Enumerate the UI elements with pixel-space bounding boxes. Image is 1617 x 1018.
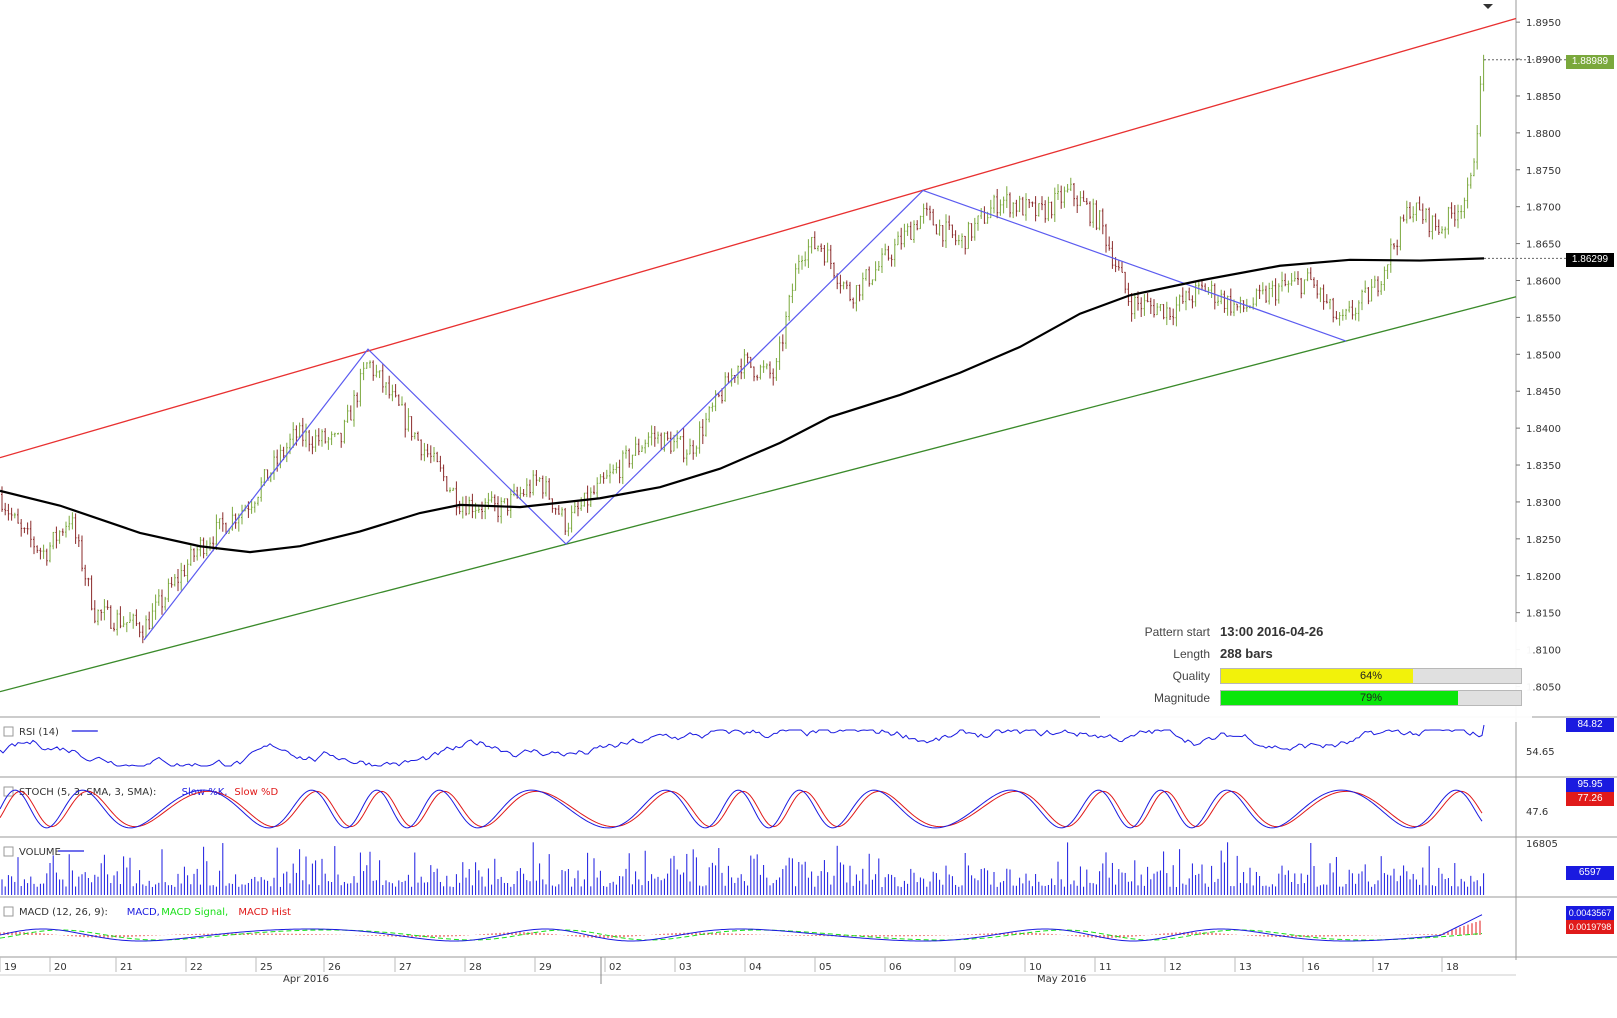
x-tick-label: 26 (328, 962, 341, 973)
stoch-k-tag: 95.95 (1566, 778, 1614, 792)
stoch-label: Slow %K, (182, 787, 228, 798)
y-tick-label: 1.8500 (1526, 350, 1561, 361)
chevron-down-icon (1483, 4, 1493, 9)
y-tick-label: 1.8850 (1526, 92, 1561, 103)
y-tick-label: 1.8350 (1526, 461, 1561, 472)
pattern-length-value: 288 bars (1220, 646, 1273, 661)
moving-average-line (0, 257, 1485, 554)
x-tick-label: 27 (399, 962, 412, 973)
volume-tick-label: 16805 (1526, 839, 1558, 850)
x-tick-label: 02 (609, 962, 622, 973)
rsi-line (0, 724, 1485, 767)
x-tick-label: 05 (819, 962, 832, 973)
support-line (0, 296, 1517, 693)
y-tick-label: 1.8100 (1526, 646, 1561, 657)
macd-label: MACD Signal, (161, 907, 228, 918)
x-tick-label: 10 (1029, 962, 1042, 973)
y-tick-label: 1.8700 (1526, 203, 1561, 214)
y-tick-label: 1.8150 (1526, 609, 1561, 620)
x-tick-label: 09 (959, 962, 972, 973)
zigzag-pattern (143, 189, 1347, 641)
x-tick-label: 04 (749, 962, 762, 973)
x-tick-label: 20 (54, 962, 67, 973)
y-tick-label: 1.8400 (1526, 424, 1561, 435)
x-tick-label: 16 (1307, 962, 1320, 973)
stoch-label: STOCH (5, 3, SMA, 3, SMA): (19, 787, 156, 798)
y-tick-label: 1.8200 (1526, 572, 1561, 583)
rsi-last-tag: 84.82 (1566, 718, 1614, 732)
volume-last-tag: 6597 (1566, 866, 1614, 880)
rsi-close-icon (3, 726, 14, 737)
x-tick-label: 22 (190, 962, 203, 973)
stoch-label: Slow %D (234, 787, 278, 798)
quality-bar-fill (1221, 669, 1413, 683)
volume-label: VOLUME (19, 847, 61, 858)
x-tick-label: 11 (1099, 962, 1112, 973)
x-tick-label: 17 (1377, 962, 1390, 973)
pattern-start-value: 13:00 2016-04-26 (1220, 624, 1324, 639)
macd-signal-tag: 0.0019798 (1566, 920, 1614, 934)
x-tick-label: 21 (120, 962, 133, 973)
pattern-quality-label: Quality (1172, 669, 1210, 683)
macd-label: MACD, (127, 907, 160, 918)
x-tick-label: 13 (1239, 962, 1252, 973)
rsi-tick-label: 54.65 (1526, 747, 1555, 758)
ma-price-tag: 1.86299 (1566, 253, 1614, 267)
pattern-start-row: Pattern start 13:00 2016-04-26 (1100, 622, 1532, 642)
x-tick-label: 18 (1446, 962, 1459, 973)
x-tick-label: 06 (889, 962, 902, 973)
last-price-tag: 1.88989 (1566, 55, 1614, 69)
y-tick-label: 1.8450 (1526, 387, 1561, 398)
y-tick-label: 1.8800 (1526, 129, 1561, 140)
x-tick-label: 03 (679, 962, 692, 973)
resistance-line (0, 17, 1517, 459)
stoch-d-tag: 77.26 (1566, 792, 1614, 806)
y-tick-label: 1.8600 (1526, 276, 1561, 287)
x-month-label: Apr 2016 (283, 974, 329, 985)
y-tick-label: 1.8550 (1526, 313, 1561, 324)
x-tick-label: 19 (4, 962, 17, 973)
y-tick-label: 1.8050 (1526, 682, 1561, 693)
quality-bar-track: 64% (1220, 668, 1522, 684)
stoch-close-icon (3, 786, 14, 797)
macd-label: MACD Hist (238, 907, 291, 918)
pattern-magnitude-row: Magnitude 79% (1100, 688, 1532, 708)
x-tick-label: 29 (539, 962, 552, 973)
y-tick-label: 1.8650 (1526, 240, 1561, 251)
pattern-start-label: Pattern start (1144, 625, 1210, 639)
pattern-info-panel: Pattern start 13:00 2016-04-26 Length 28… (1100, 622, 1532, 722)
magnitude-bar-fill (1221, 691, 1458, 705)
stoch-tick-label: 47.6 (1526, 807, 1548, 818)
x-tick-label: 28 (469, 962, 482, 973)
y-tick-label: 1.8900 (1526, 55, 1561, 66)
magnitude-bar-track: 79% (1220, 690, 1522, 706)
macd-label: MACD (12, 26, 9): (19, 907, 108, 918)
quality-bar-text: 64% (1359, 670, 1383, 682)
x-tick-label: 25 (260, 962, 273, 973)
y-tick-label: 1.8950 (1526, 18, 1561, 29)
stoch-k-line (0, 789, 1483, 829)
x-month-label: May 2016 (1037, 974, 1086, 985)
macd-close-icon (3, 906, 14, 917)
pattern-length-label: Length (1173, 647, 1210, 661)
x-tick-label: 12 (1169, 962, 1182, 973)
y-tick-label: 1.8750 (1526, 166, 1561, 177)
y-tick-label: 1.8250 (1526, 535, 1561, 546)
magnitude-bar-text: 79% (1359, 692, 1383, 704)
volume-bars (1, 842, 1485, 895)
macd-line (0, 914, 1483, 942)
macd-last-tag: 0.0043567 (1566, 906, 1614, 920)
macd-signal-line (0, 929, 1483, 941)
volume-close-icon (3, 846, 14, 857)
pattern-quality-row: Quality 64% (1100, 666, 1532, 686)
rsi-label: RSI (14) (19, 727, 59, 738)
stoch-d-line (0, 790, 1483, 828)
y-tick-label: 1.8300 (1526, 498, 1561, 509)
pattern-magnitude-label: Magnitude (1153, 691, 1210, 705)
pattern-length-row: Length 288 bars (1100, 644, 1532, 664)
